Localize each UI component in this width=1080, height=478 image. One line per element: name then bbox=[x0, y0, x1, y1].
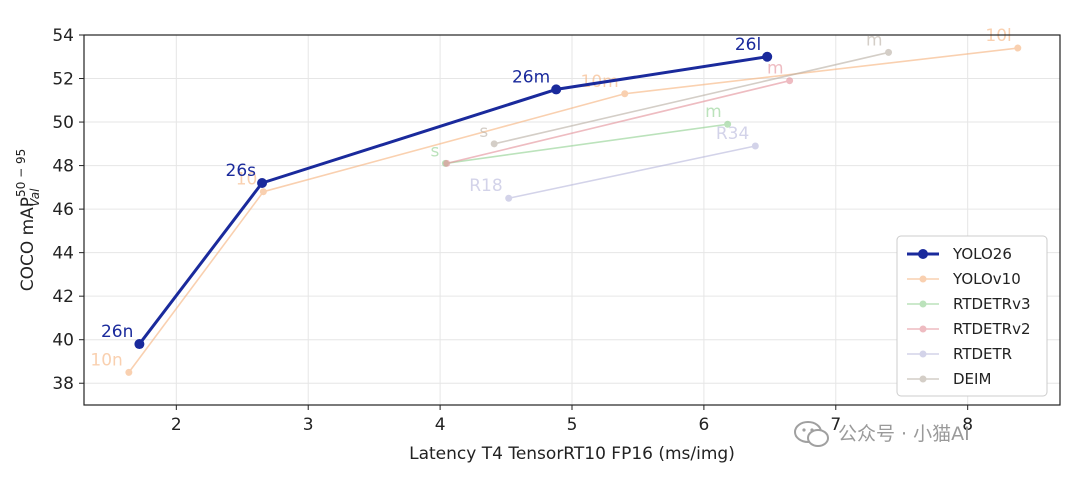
point-label-yolov10: 10l bbox=[985, 26, 1011, 46]
data-point-yolov10 bbox=[125, 368, 133, 376]
point-label-yolov10: 10n bbox=[90, 350, 122, 370]
series-line-deim bbox=[494, 51, 889, 145]
x-tick-label: 7 bbox=[830, 415, 841, 435]
y-axis-label-main: COCO mAP bbox=[18, 197, 38, 291]
y-tick-label: 40 bbox=[52, 331, 74, 351]
data-point-yolo26 bbox=[134, 339, 145, 350]
series-line-rtdetrv3 bbox=[445, 123, 728, 165]
watermark-text: 公众号 · 小猫AI bbox=[838, 423, 970, 445]
legend-swatch-deim bbox=[907, 375, 939, 383]
legend-item-deim: DEIM bbox=[907, 370, 991, 388]
legend-label-rtdetrv3: RTDETRv3 bbox=[953, 295, 1031, 313]
legend-item-yolo26: YOLO26 bbox=[907, 245, 1012, 263]
point-label-yolov10: 10 bbox=[236, 170, 258, 190]
data-point-rtdetr bbox=[505, 194, 513, 202]
legend-item-yolov10: YOLOv10 bbox=[907, 270, 1021, 288]
data-point-yolo26 bbox=[762, 51, 773, 62]
data-point-rtdetr bbox=[751, 142, 759, 150]
y-tick-label: 44 bbox=[52, 244, 74, 264]
data-point-rtdetrv2 bbox=[786, 77, 794, 85]
x-tick-label: 2 bbox=[171, 415, 182, 435]
legend-label-yolov10: YOLOv10 bbox=[952, 270, 1021, 288]
y-axis-label-sup: 50 − 95 bbox=[14, 149, 28, 197]
series-line-yolov10 bbox=[128, 47, 1018, 373]
data-point-yolo26 bbox=[551, 84, 562, 95]
data-point-deim bbox=[885, 48, 893, 56]
series-line-rtdetr bbox=[508, 145, 756, 200]
y-tick-label: 50 bbox=[52, 113, 74, 133]
legend-label-yolo26: YOLO26 bbox=[952, 245, 1012, 263]
y-axis-label: COCO mAP50 − 95Val bbox=[14, 149, 42, 292]
series-yolo26: 26n 26s 26m 26l bbox=[101, 35, 773, 350]
grid bbox=[84, 34, 1060, 405]
legend-swatch-rtdetrv3 bbox=[907, 300, 939, 308]
watermark: 公众号 · 小猫AI bbox=[794, 421, 970, 447]
y-tick-label: 52 bbox=[52, 70, 74, 90]
x-tick-label: 4 bbox=[435, 415, 446, 435]
data-point-rtdetrv3 bbox=[724, 120, 732, 128]
legend-swatch-yolo26 bbox=[907, 249, 939, 259]
point-label-yolo26: 26s bbox=[226, 161, 257, 181]
ticks: 2 3 4 5 6 7 8 38 40 42 44 46 48 50 52 54 bbox=[52, 26, 973, 435]
point-label-yolo26: 26m bbox=[512, 67, 550, 87]
point-label-deim: s bbox=[479, 122, 488, 142]
svg-text:COCO mAP50 − 95Val: COCO mAP50 − 95Val bbox=[14, 149, 42, 292]
point-label-yolo26: 26l bbox=[735, 35, 761, 55]
point-label-rtdetrv3: s bbox=[431, 141, 440, 161]
legend-label-rtdetrv2: RTDETRv2 bbox=[953, 320, 1031, 338]
x-axis-label: Latency T4 TensorRT10 FP16 (ms/img) bbox=[409, 444, 735, 464]
series-rtdetrv2: m bbox=[443, 59, 794, 167]
y-tick-label: 42 bbox=[52, 287, 74, 307]
data-point-deim bbox=[490, 140, 498, 148]
data-point-rtdetrv2 bbox=[443, 159, 451, 167]
wechat-icon bbox=[794, 421, 829, 447]
legend-swatch-rtdetr bbox=[907, 350, 939, 358]
legend-label-deim: DEIM bbox=[953, 370, 991, 388]
x-tick-label: 8 bbox=[962, 415, 973, 435]
legend-swatch-yolov10 bbox=[907, 275, 939, 283]
y-tick-label: 48 bbox=[52, 157, 74, 177]
point-label-deim: m bbox=[866, 30, 883, 50]
legend-item-rtdetr: RTDETR bbox=[907, 345, 1012, 363]
data-point-yolo26 bbox=[257, 178, 268, 188]
x-tick-label: 6 bbox=[698, 415, 709, 435]
data-point-yolov10 bbox=[259, 188, 267, 196]
data-point-yolov10 bbox=[621, 90, 629, 98]
point-label-rtdetrv3: m bbox=[705, 102, 722, 122]
legend-box bbox=[896, 235, 1048, 397]
legend-item-rtdetrv3: RTDETRv3 bbox=[907, 295, 1031, 313]
data-point-yolov10 bbox=[1014, 44, 1022, 52]
y-tick-label: 54 bbox=[52, 26, 74, 46]
series-line-yolo26 bbox=[138, 55, 768, 345]
point-label-yolo26: 26n bbox=[101, 322, 133, 342]
legend: YOLO26 YOLOv10 RTDETRv3 RTDETRv2 RTDETR DEIM bbox=[896, 235, 1048, 397]
y-axis-label-sub: Val bbox=[28, 188, 42, 207]
x-tick-label: 3 bbox=[303, 415, 314, 435]
y-tick-label: 46 bbox=[52, 200, 74, 220]
legend-item-rtdetrv2: RTDETRv2 bbox=[907, 320, 1031, 338]
point-label-rtdetr: R34 bbox=[716, 124, 749, 144]
series-rtdetrv3: sm bbox=[431, 102, 732, 167]
legend-label-rtdetr: RTDETR bbox=[953, 345, 1012, 363]
series-rtdetr: R18 R34 bbox=[469, 124, 759, 202]
legend-swatch-rtdetrv2 bbox=[907, 325, 939, 333]
point-label-rtdetr: R18 bbox=[469, 176, 502, 196]
series-line-rtdetrv2 bbox=[446, 79, 790, 165]
x-tick-label: 5 bbox=[567, 415, 578, 435]
point-label-rtdetrv2: m bbox=[767, 59, 784, 79]
y-tick-label: 38 bbox=[52, 374, 74, 394]
